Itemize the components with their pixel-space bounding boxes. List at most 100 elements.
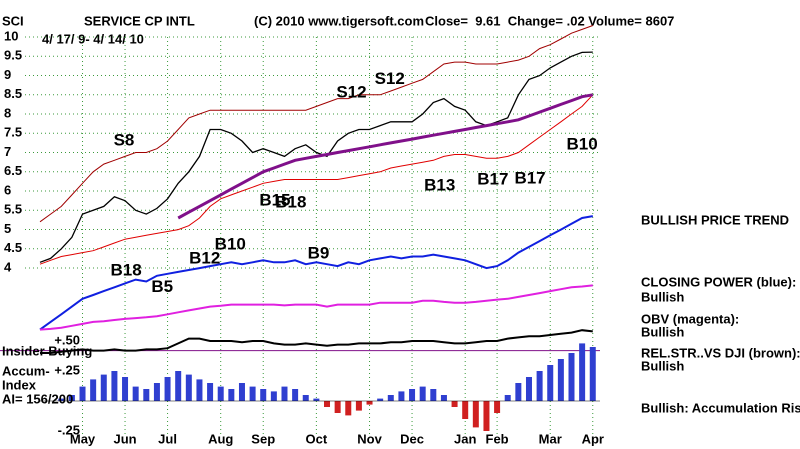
bar — [249, 386, 256, 401]
signal-label: B9 — [308, 244, 330, 263]
bar — [175, 371, 182, 401]
series-line — [39, 51, 593, 263]
bar — [430, 389, 437, 401]
source: (C) 2010 www.tigersoft.com — [254, 13, 424, 28]
bar — [302, 395, 309, 401]
y-tick-label: 5.5 — [4, 202, 22, 217]
y-tick-label: 4 — [4, 259, 12, 274]
bar — [440, 395, 447, 401]
series-line — [39, 284, 593, 331]
x-tick-label: Feb — [486, 431, 509, 446]
y-tick-label: 5 — [4, 221, 11, 236]
bar — [132, 386, 139, 401]
bar — [270, 391, 277, 401]
y-tick-label: 7 — [4, 144, 11, 159]
bar — [260, 389, 267, 401]
signal-label: B10 — [215, 234, 246, 253]
status-note: OBV (magenta): — [641, 311, 739, 326]
bar — [355, 401, 362, 411]
y-tick-label: -.25 — [58, 422, 80, 437]
bar — [292, 389, 299, 401]
bar — [504, 395, 511, 401]
bar — [68, 395, 75, 401]
panel-label: Index — [2, 377, 37, 392]
status-note: Bullish — [641, 358, 684, 373]
bar — [568, 353, 575, 401]
signal-label: B15 — [259, 191, 290, 210]
bar — [228, 389, 235, 401]
y-tick-label: 9 — [4, 67, 11, 82]
series-line — [39, 215, 593, 331]
bar — [579, 343, 586, 401]
x-tick-label: Oct — [306, 431, 328, 446]
signal-label: B12 — [189, 249, 220, 268]
x-tick-label: Dec — [400, 431, 424, 446]
y-tick-label: +.50 — [54, 332, 80, 347]
bar — [462, 401, 469, 419]
series-line — [40, 329, 593, 354]
bar — [143, 389, 150, 401]
bar — [409, 389, 416, 401]
date-range: 4/ 17/ 9- 4/ 14/ 10 — [42, 31, 144, 46]
bar — [398, 391, 405, 401]
panel-label: Accum- — [2, 363, 50, 378]
bar — [324, 401, 331, 407]
bar — [387, 395, 394, 401]
bar — [334, 401, 341, 413]
series-line — [177, 93, 594, 220]
signal-label: B18 — [275, 192, 306, 211]
bar — [589, 347, 596, 401]
status-note: Bullish — [641, 324, 684, 339]
bar — [536, 371, 543, 401]
bar — [58, 398, 65, 401]
series-line — [39, 94, 594, 265]
bar — [525, 377, 532, 401]
status-note: CLOSING POWER (blue): — [641, 274, 796, 289]
bar — [185, 374, 192, 401]
x-tick-label: Jul — [158, 431, 177, 446]
bar — [419, 386, 426, 401]
signal-label: B17 — [514, 169, 545, 188]
bar — [547, 365, 554, 401]
series-line — [39, 25, 593, 223]
bar — [472, 401, 479, 428]
signal-label: S12 — [336, 82, 366, 101]
signal-label: B18 — [111, 261, 142, 280]
x-tick-label: Jan — [454, 431, 476, 446]
y-tick-label: 8 — [4, 105, 11, 120]
x-tick-label: Nov — [357, 431, 382, 446]
y-tick-label: 4.5 — [4, 240, 22, 255]
bar — [100, 374, 107, 401]
bar — [122, 377, 129, 401]
x-tick-label: Mar — [539, 431, 562, 446]
signal-label: S12 — [375, 69, 405, 88]
bar — [313, 398, 320, 401]
bar — [111, 371, 118, 401]
y-tick-label: +.25 — [54, 362, 80, 377]
quote: Close= 9.61 Change= .02 Volume= 8607 — [425, 13, 674, 28]
signal-label: B5 — [151, 277, 173, 296]
panel-label: AI= 156/200 — [2, 391, 73, 406]
x-tick-label: Jun — [113, 431, 136, 446]
y-tick-label: 9.5 — [4, 48, 22, 63]
status-note: REL.STR..VS DJI (brown): — [641, 345, 800, 360]
y-tick-label: 8.5 — [4, 86, 22, 101]
y-tick-label: 6.5 — [4, 163, 22, 178]
bar — [207, 383, 214, 401]
x-tick-label: Apr — [582, 431, 604, 446]
bar — [164, 377, 171, 401]
chart-title: SERVICE CP INTL — [84, 13, 195, 28]
bar — [483, 401, 490, 431]
x-tick-label: Sep — [251, 431, 275, 446]
symbol: SCI — [2, 13, 24, 28]
bar — [153, 383, 160, 401]
bar — [217, 386, 224, 401]
signal-label: B17 — [477, 169, 508, 188]
bar — [196, 379, 203, 401]
bar — [557, 359, 564, 401]
bar — [90, 379, 97, 401]
bar — [79, 386, 86, 401]
status-note: Bullish — [641, 289, 684, 304]
bar — [451, 401, 458, 407]
